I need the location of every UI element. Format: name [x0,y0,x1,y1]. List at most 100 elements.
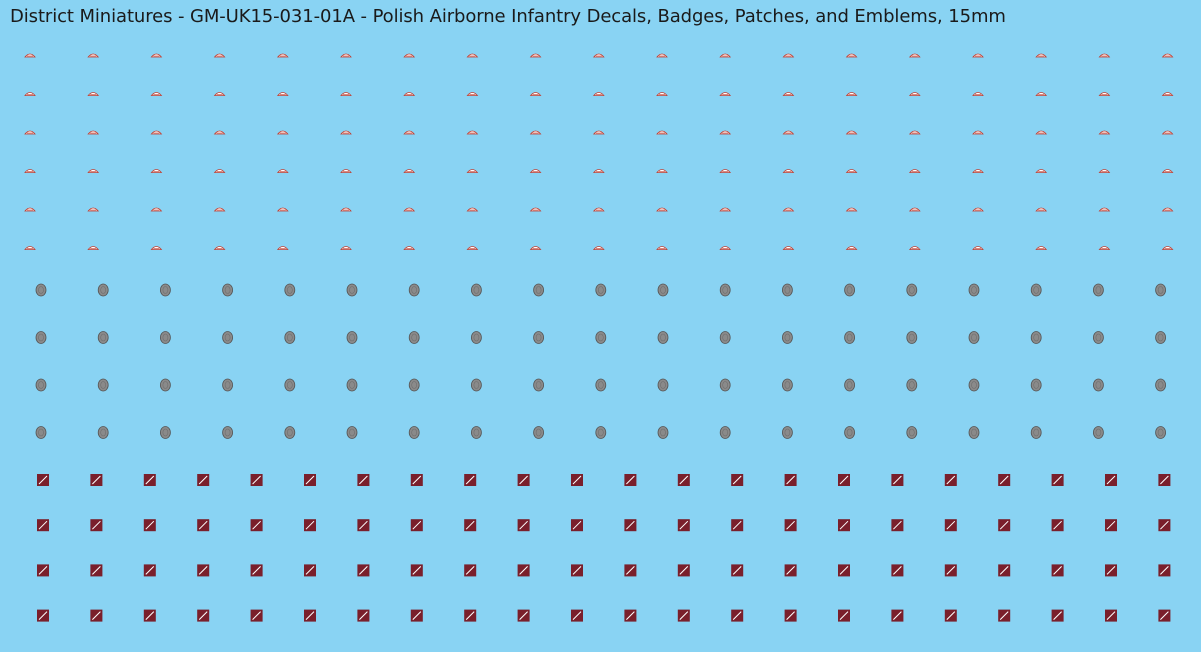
shoulder-title-decal-icon [592,130,605,135]
eagle-badge-decal-icon [533,378,544,392]
shoulder-title-decal-icon [466,130,479,135]
shoulder-title-decal-icon [1161,169,1174,173]
square-patch-decal-icon [304,564,316,577]
eagle-badge-decal-icon [222,426,234,439]
square-patch-decal-icon [1158,609,1171,622]
square-patch-decal-icon [464,519,477,532]
shoulder-title-decal-icon [24,169,36,173]
eagle-badge-decal-icon [346,426,358,439]
shoulder-title-decal-icon [150,246,163,250]
shoulder-title-decal-icon [276,207,289,212]
square-patch-decal-icon [304,519,316,532]
square-patch-decal-icon [624,564,637,577]
shoulder-title-decal-icon [276,246,289,250]
square-patch-decal-icon [250,474,263,486]
square-patch-decal-icon [891,474,904,486]
square-patch-decal-icon [891,564,904,577]
square-patch-decal-icon [624,474,637,486]
square-patch-decal-icon [998,609,1011,622]
shoulder-title-decal-icon [1035,130,1048,135]
shoulder-title-decal-icon [340,246,352,250]
shoulder-title-decal-icon [592,207,605,212]
shoulder-title-decal-icon [972,53,984,58]
square-patch-decal-icon [838,564,850,577]
eagle-badge-decal-icon [657,426,669,439]
eagle-badge-decal-icon [408,426,420,439]
shoulder-title-decal-icon [719,169,732,173]
shoulder-title-decal-icon [845,53,858,58]
eagle-badge-decal-icon [284,331,296,344]
shoulder-title-decal-icon [276,169,289,173]
square-patch-decal-icon [250,519,263,532]
shoulder-title-decal-icon [466,169,479,173]
square-patch-decal-icon [891,519,904,532]
shoulder-title-decal-icon [656,169,668,173]
shoulder-title-decal-icon [782,92,795,96]
eagle-badge-decal-icon [97,426,109,439]
shoulder-title-decal-icon [656,130,668,135]
shoulder-title-decal-icon [24,246,36,250]
eagle-badge-decal-icon [1155,378,1166,392]
eagle-badge-decal-icon [844,283,855,297]
eagle-badge-decal-icon [222,331,234,344]
eagle-badge-decal-icon [284,378,296,392]
square-patch-decal-icon [571,609,583,622]
eagle-badge-decal-icon [657,378,669,392]
eagle-badge-decal-icon [1030,283,1042,297]
shoulder-title-decal-icon [403,92,416,96]
eagle-badge-decal-icon [844,378,855,392]
shoulder-title-decal-icon [845,207,858,212]
eagle-badge-decal-icon [719,283,731,297]
square-patch-decal-icon [677,564,690,577]
eagle-badge-decal-icon [1093,378,1104,392]
square-patch-decal-icon [1105,519,1117,532]
shoulder-title-decal-icon [150,53,163,58]
eagle-badge-decal-icon [222,283,234,297]
eagle-badge-decal-icon [408,331,420,344]
eagle-badge-decal-icon [470,426,482,439]
square-patch-decal-icon [464,564,477,577]
shoulder-title-decal-icon [529,130,542,135]
eagle-badge-decal-icon [35,426,47,439]
square-patch-decal-icon [944,474,957,486]
square-patch-decal-icon [90,519,103,532]
square-patch-decal-icon [998,474,1011,486]
eagle-badge-decal-icon [595,426,607,439]
eagle-badge-decal-icon [222,378,234,392]
eagle-badge-decal-icon [35,378,47,392]
square-patch-decal-icon [1105,474,1117,486]
eagle-badge-decal-icon [533,331,544,344]
shoulder-title-decal-icon [908,207,921,212]
eagle-badge-decal-icon [844,331,855,344]
eagle-badge-decal-icon [470,331,482,344]
square-patch-decal-icon [571,564,583,577]
eagle-badge-decal-icon [968,283,980,297]
square-patch-decal-icon [1105,609,1117,622]
shoulder-title-decal-icon [24,130,36,135]
shoulder-title-decal-icon [213,130,226,135]
square-patch-decal-icon [731,564,744,577]
shoulder-title-decal-icon [656,207,668,212]
square-patch-decal-icon [90,609,103,622]
eagle-badge-decal-icon [97,283,109,297]
shoulder-title-decal-icon [908,53,921,58]
square-patch-decal-icon [571,519,583,532]
square-patch-decal-icon [304,609,316,622]
square-patch-decal-icon [197,609,210,622]
square-patch-decal-icon [1158,474,1171,486]
shoulder-title-decal-icon [719,130,732,135]
eagle-badge-decal-icon [968,426,980,439]
shoulder-title-decal-icon [908,169,921,173]
shoulder-title-decal-icon [529,169,542,173]
shoulder-title-decal-icon [1161,53,1174,58]
eagle-badge-decal-icon [1093,331,1104,344]
square-patch-decal-icon [357,564,370,577]
square-patch-decal-icon [571,474,583,486]
shoulder-title-decal-icon [782,53,795,58]
shoulder-title-decal-icon [340,53,352,58]
shoulder-title-decal-icon [529,207,542,212]
shoulder-title-decal-icon [24,207,36,212]
sheet-title: District Miniatures - GM-UK15-031-01A - … [10,6,1006,27]
eagle-badge-decal-icon [533,426,544,439]
shoulder-title-decal-icon [87,207,100,212]
